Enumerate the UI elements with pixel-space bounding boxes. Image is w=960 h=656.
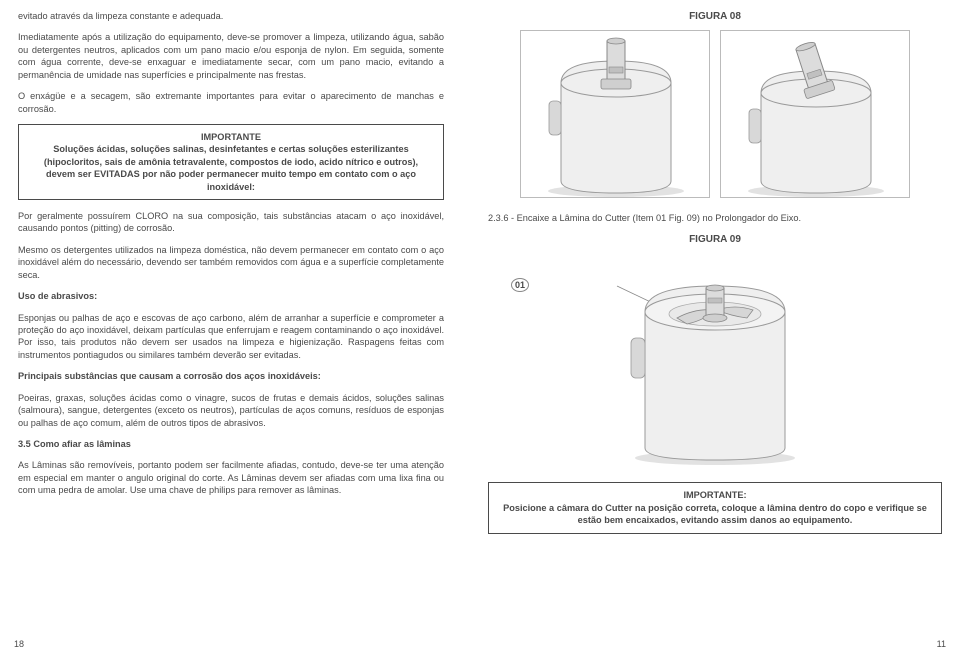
heading-abrasives: Uso de abrasivos: xyxy=(18,290,444,302)
heading-substances: Principais substâncias que causam a corr… xyxy=(18,370,444,382)
paragraph-detergents: Mesmo os detergentes utilizados na limpe… xyxy=(18,244,444,281)
step-236: 2.3.6 - Encaixe a Lâmina do Cutter (Item… xyxy=(488,212,942,224)
figure-09-label: FIGURA 09 xyxy=(488,233,942,247)
heading-sharpen: 3.5 Como afiar as lâminas xyxy=(18,438,444,450)
paragraph-rinse: O enxágüe e a secagem, são extremante im… xyxy=(18,90,444,115)
paragraph-cleaning: Imediatamente após a utilização do equip… xyxy=(18,31,444,81)
important-title-2: IMPORTANTE: xyxy=(499,489,931,501)
figure-08-row xyxy=(488,30,942,198)
paragraph-chlorine: Por geralmente possuírem CLORO na sua co… xyxy=(18,210,444,235)
callout-01: 01 xyxy=(511,278,529,292)
paragraph-sharpen: As Lâminas são removíveis, portanto pode… xyxy=(18,459,444,496)
important-title: IMPORTANTE xyxy=(29,131,433,143)
figure-09-svg xyxy=(597,252,833,468)
page-number-left: 18 xyxy=(14,638,24,650)
paragraph-abrasives: Esponjas ou palhas de aço e escovas de a… xyxy=(18,312,444,362)
figure-08-right xyxy=(720,30,910,198)
important-body: Soluções ácidas, soluções salinas, desin… xyxy=(29,143,433,193)
figure-08-label: FIGURA 08 xyxy=(488,10,942,24)
figure-09-wrap: 01 xyxy=(488,252,942,468)
paragraph-intro: evitado através da limpeza constante e a… xyxy=(18,10,444,22)
important-body-2: Posicione a câmara do Cutter na posição … xyxy=(499,502,931,527)
paragraph-substances: Poeiras, graxas, soluções ácidas como o … xyxy=(18,392,444,429)
important-box-2: IMPORTANTE: Posicione a câmara do Cutter… xyxy=(488,482,942,533)
figure-08-left xyxy=(520,30,710,198)
important-box-1: IMPORTANTE Soluções ácidas, soluções sal… xyxy=(18,124,444,200)
page-number-right: 11 xyxy=(937,638,946,650)
